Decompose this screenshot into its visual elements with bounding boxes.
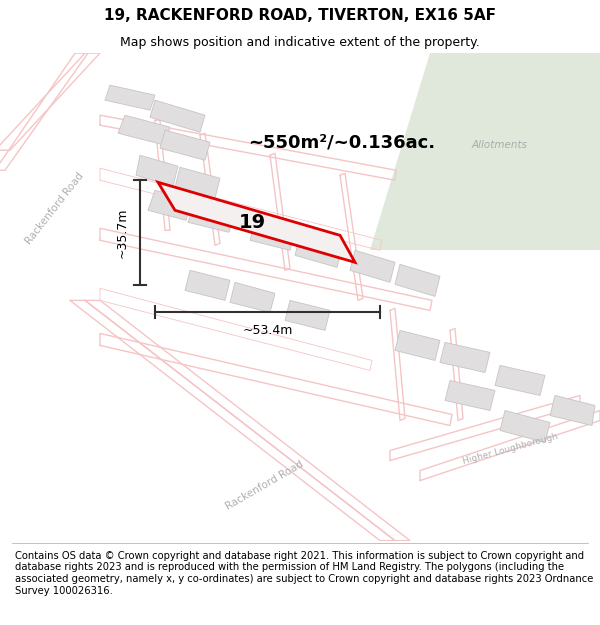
Polygon shape (500, 411, 550, 442)
Polygon shape (118, 115, 170, 145)
Polygon shape (285, 301, 330, 331)
Polygon shape (230, 282, 275, 312)
Text: Higher Loughborough: Higher Loughborough (461, 431, 559, 466)
Text: ~550m²/~0.136ac.: ~550m²/~0.136ac. (248, 133, 435, 151)
Polygon shape (295, 235, 342, 268)
Polygon shape (550, 396, 595, 426)
Text: Rackenford Road: Rackenford Road (24, 171, 86, 246)
Polygon shape (158, 182, 355, 262)
Polygon shape (136, 155, 178, 186)
Polygon shape (395, 331, 440, 361)
Text: Map shows position and indicative extent of the property.: Map shows position and indicative extent… (120, 36, 480, 49)
Polygon shape (185, 271, 230, 301)
Text: Rackenford Road: Rackenford Road (224, 459, 305, 512)
Polygon shape (150, 100, 205, 132)
Text: 19, RACKENFORD ROAD, TIVERTON, EX16 5AF: 19, RACKENFORD ROAD, TIVERTON, EX16 5AF (104, 8, 496, 23)
Text: ~35.7m: ~35.7m (115, 208, 128, 258)
Text: 19: 19 (238, 213, 266, 232)
Polygon shape (105, 85, 155, 110)
Polygon shape (350, 251, 395, 282)
Polygon shape (440, 342, 490, 372)
Polygon shape (445, 381, 495, 411)
Polygon shape (495, 366, 545, 396)
Polygon shape (188, 202, 235, 232)
Polygon shape (160, 130, 210, 160)
Text: Contains OS data © Crown copyright and database right 2021. This information is : Contains OS data © Crown copyright and d… (15, 551, 593, 596)
Polygon shape (395, 264, 440, 296)
Polygon shape (250, 222, 295, 251)
Text: Allotments: Allotments (472, 140, 528, 150)
Polygon shape (370, 53, 600, 251)
Polygon shape (175, 168, 220, 198)
Polygon shape (148, 190, 192, 220)
Text: ~53.4m: ~53.4m (242, 324, 293, 337)
